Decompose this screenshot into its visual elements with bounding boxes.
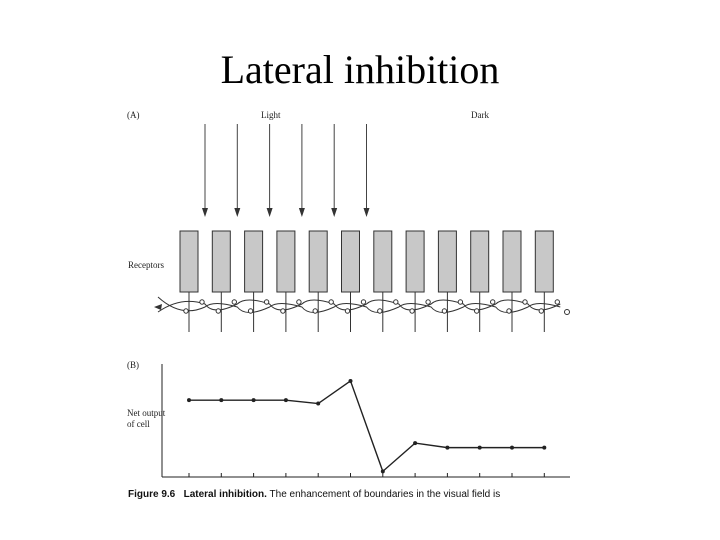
data-point xyxy=(187,398,191,403)
data-point xyxy=(348,378,353,383)
caption-figure-number: Figure 9.6 xyxy=(128,489,176,500)
data-point xyxy=(283,398,288,403)
data-point xyxy=(251,398,256,403)
receptor-cell xyxy=(244,230,264,293)
data-point xyxy=(413,441,418,446)
receptor-cell xyxy=(211,230,231,293)
net-output-chart xyxy=(161,364,570,478)
data-point xyxy=(219,398,224,403)
data-point xyxy=(380,469,385,474)
receptor-cell xyxy=(308,230,328,293)
light-label: Light xyxy=(261,110,281,120)
lateral-inhibition-figure: (A) Light Dark Receptors (B) Net output … xyxy=(118,104,578,502)
synapse-terminal xyxy=(441,308,448,314)
synapse-terminal xyxy=(377,308,383,314)
receptor-cell xyxy=(276,230,296,293)
data-point xyxy=(510,445,514,450)
receptor-row xyxy=(179,230,554,332)
y-axis-label: Net output of cell xyxy=(127,408,166,429)
synapse-terminal xyxy=(296,299,302,305)
data-point xyxy=(445,445,450,450)
inhibitory-path xyxy=(157,296,561,313)
receptor-cell xyxy=(373,230,393,293)
synapse-terminal xyxy=(564,309,570,315)
synapse-terminal xyxy=(538,308,544,314)
synapse-terminal xyxy=(457,299,464,305)
panel-b-label: (B) xyxy=(127,360,139,370)
caption-text: The enhancement of boundaries in the vis… xyxy=(269,489,501,500)
inhibitory-path xyxy=(157,299,561,313)
synapse-terminal xyxy=(409,308,415,314)
light-arrows xyxy=(202,124,370,217)
synapse-terminal xyxy=(247,308,254,314)
synapse-terminal xyxy=(328,299,334,305)
synapse-terminal xyxy=(199,299,205,305)
receptor-cell xyxy=(179,230,199,293)
figure-drawing xyxy=(154,124,570,478)
synapse-terminal xyxy=(183,308,189,314)
data-point xyxy=(477,445,482,450)
inhibitory-network xyxy=(154,296,570,315)
receptor-cell xyxy=(502,230,522,293)
synapse-terminal xyxy=(522,299,528,305)
synapse-terminal xyxy=(231,299,238,305)
caption-title: Lateral inhibition. xyxy=(183,489,267,500)
light-arrow-head xyxy=(331,208,338,217)
light-arrow-head xyxy=(234,208,241,217)
synapse-terminal xyxy=(263,299,270,305)
receptor-cell xyxy=(437,230,457,293)
synapse-terminal xyxy=(506,308,512,314)
receptor-cell xyxy=(470,230,490,293)
data-point xyxy=(542,445,547,450)
network-arrow-head xyxy=(154,304,162,310)
synapse-terminal xyxy=(554,299,560,305)
receptors-label: Receptors xyxy=(128,260,164,270)
receptor-cell xyxy=(405,230,425,293)
dark-label: Dark xyxy=(471,110,489,120)
slide-title: Lateral inhibition xyxy=(220,47,500,92)
receptor-cell xyxy=(341,230,360,293)
synapse-terminal xyxy=(312,308,318,314)
light-arrow-head xyxy=(202,208,208,217)
synapse-terminal xyxy=(474,308,480,314)
synapse-terminal xyxy=(425,299,431,305)
synapse-terminal xyxy=(215,308,222,314)
series-line xyxy=(189,379,545,473)
synapse-terminal xyxy=(393,299,399,305)
light-arrow-head xyxy=(298,208,305,217)
figure-caption: Figure 9.6 Lateral inhibition. The enhan… xyxy=(128,489,500,500)
data-point xyxy=(316,401,321,406)
panel-a-label: (A) xyxy=(127,110,140,120)
light-arrow-head xyxy=(363,208,370,217)
receptor-cell xyxy=(534,230,554,293)
synapse-terminal xyxy=(344,308,351,314)
synapse-terminal xyxy=(490,299,496,305)
synapse-terminal xyxy=(280,308,286,314)
synapse-terminal xyxy=(360,299,367,305)
light-arrow-head xyxy=(266,208,273,217)
